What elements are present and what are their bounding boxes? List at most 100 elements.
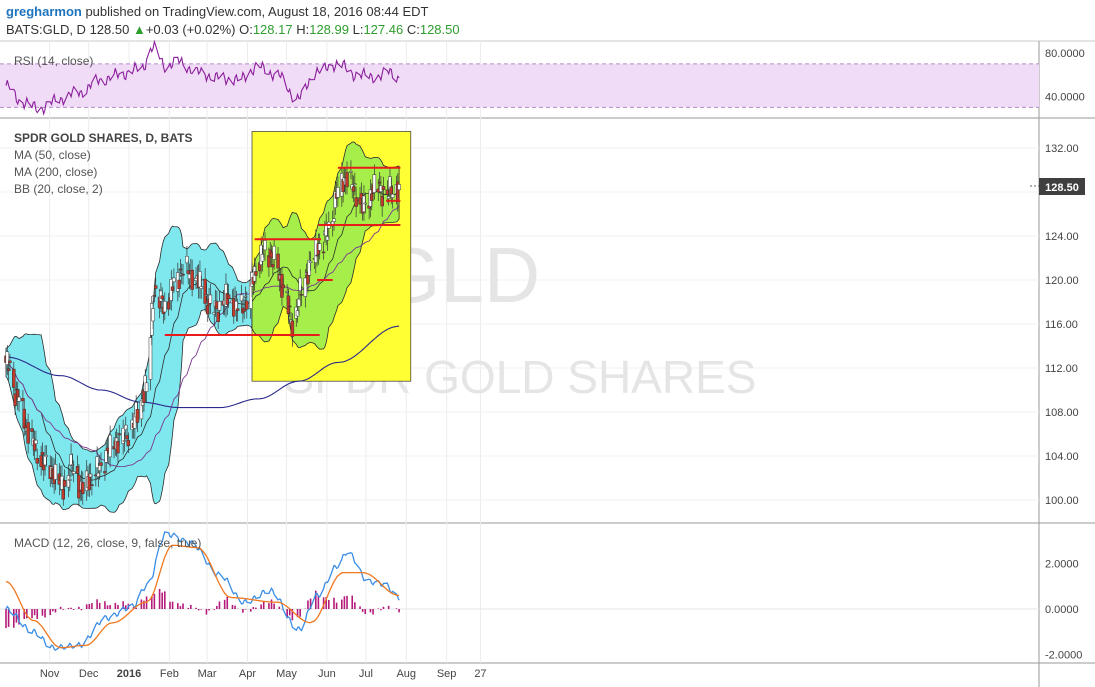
x-tick-label: Sep bbox=[437, 668, 457, 680]
candle-body bbox=[303, 277, 308, 297]
candle-body bbox=[297, 298, 301, 307]
price-tick-label: 124.00 bbox=[1045, 231, 1079, 243]
candle-body bbox=[35, 458, 39, 464]
candles bbox=[4, 160, 401, 507]
candle-body bbox=[99, 462, 103, 466]
candle-body bbox=[108, 434, 112, 458]
legend-ma200: MA (200, close) bbox=[14, 165, 97, 179]
high-label: H: bbox=[296, 22, 310, 37]
rsi-line bbox=[5, 39, 400, 117]
candle-body bbox=[263, 240, 267, 251]
candle-body bbox=[390, 193, 395, 198]
candle-body bbox=[317, 243, 322, 251]
macd-label: MACD (12, 26, close, 9, false, true) bbox=[14, 536, 201, 550]
rsi-band bbox=[0, 63, 1039, 108]
candle-body bbox=[163, 300, 167, 313]
candle-body bbox=[71, 471, 76, 474]
candle-body bbox=[116, 440, 120, 454]
candle-body bbox=[44, 455, 49, 458]
macd-pane bbox=[0, 531, 1039, 652]
price-tick-label: 116.00 bbox=[1045, 319, 1078, 331]
candle-body bbox=[245, 300, 249, 310]
open-value: 128.17 bbox=[252, 22, 293, 37]
candle-body bbox=[321, 251, 326, 254]
candle-body bbox=[172, 277, 176, 283]
candle-body bbox=[349, 171, 353, 173]
candle-body bbox=[153, 285, 158, 289]
rsi-pane bbox=[0, 39, 1039, 117]
candle-body bbox=[363, 202, 367, 205]
candle-body bbox=[199, 286, 203, 289]
ma200-line bbox=[6, 325, 400, 409]
candle-body bbox=[308, 260, 313, 263]
candle-body bbox=[12, 368, 16, 388]
candle-body bbox=[90, 484, 94, 486]
candle-body bbox=[299, 294, 304, 296]
candle-body bbox=[8, 360, 12, 363]
candle-body bbox=[117, 433, 121, 436]
up-triangle-icon: ▲ bbox=[132, 22, 146, 37]
x-tick-label: 2016 bbox=[117, 668, 141, 680]
x-tick-label: Jun bbox=[318, 668, 336, 680]
candle-body bbox=[151, 308, 155, 322]
candle-body bbox=[177, 279, 181, 289]
candle-body bbox=[381, 186, 386, 190]
x-tick-label: Feb bbox=[160, 668, 179, 680]
ma50-line bbox=[5, 205, 400, 468]
candle-body bbox=[345, 172, 349, 188]
rsi-tick-label: 40.0000 bbox=[1045, 92, 1085, 104]
x-tick-label: Nov bbox=[40, 668, 60, 680]
candle-body bbox=[122, 440, 127, 442]
candle-body bbox=[281, 284, 285, 289]
candle-body bbox=[53, 464, 58, 480]
candle-body bbox=[21, 398, 25, 402]
price-tick-label: 108.00 bbox=[1045, 407, 1079, 419]
candle-body bbox=[160, 295, 164, 300]
candle-body bbox=[226, 294, 231, 299]
high-value: 128.99 bbox=[309, 22, 349, 37]
candle-body bbox=[332, 218, 336, 222]
author-link[interactable]: gregharmon bbox=[6, 4, 82, 19]
price-change: +0.03 (+0.02%) bbox=[145, 22, 236, 37]
x-tick-label: Aug bbox=[396, 668, 416, 680]
x-tick-label: 27 bbox=[474, 668, 486, 680]
candle-body bbox=[276, 253, 280, 269]
x-tick-label: Apr bbox=[239, 668, 256, 680]
price-tick-label: 120.00 bbox=[1045, 275, 1079, 287]
publish-line: gregharmon published on TradingView.com,… bbox=[6, 4, 429, 19]
price-tick-label: 132.00 bbox=[1045, 143, 1079, 155]
last-price-badge-text: 128.50 bbox=[1045, 182, 1079, 194]
candle-body bbox=[353, 183, 357, 185]
close-value: 128.50 bbox=[419, 22, 460, 37]
price-tick-label: 104.00 bbox=[1045, 451, 1079, 463]
candle-body bbox=[68, 479, 72, 481]
candle-body bbox=[95, 456, 99, 469]
open-label: O: bbox=[239, 22, 253, 37]
candle-body bbox=[17, 396, 21, 402]
publish-info: published on TradingView.com, August 18,… bbox=[81, 4, 429, 19]
candle-body bbox=[336, 187, 340, 198]
candle-body bbox=[235, 308, 240, 311]
candle-body bbox=[272, 245, 276, 260]
candle-body bbox=[81, 482, 85, 494]
low-label: L: bbox=[352, 22, 364, 37]
candle-body bbox=[254, 271, 258, 276]
candle-body bbox=[217, 301, 222, 311]
candle-body bbox=[26, 422, 30, 444]
candle-body bbox=[181, 273, 185, 276]
candle-body bbox=[354, 197, 358, 207]
price-title: SPDR GOLD SHARES, D, BATS bbox=[14, 131, 192, 145]
legend-bb: BB (20, close, 2) bbox=[14, 182, 103, 196]
macd-tick-label: 2.0000 bbox=[1045, 559, 1079, 571]
candle-body bbox=[5, 351, 10, 365]
rsi-label: RSI (14, close) bbox=[14, 54, 93, 68]
price-tick-label: 100.00 bbox=[1045, 495, 1079, 507]
candle-body bbox=[242, 308, 246, 312]
candle-body bbox=[185, 256, 189, 264]
candle-body bbox=[380, 196, 384, 207]
symbol-label[interactable]: BATS:GLD, D bbox=[6, 22, 86, 37]
signal-line bbox=[5, 544, 400, 649]
